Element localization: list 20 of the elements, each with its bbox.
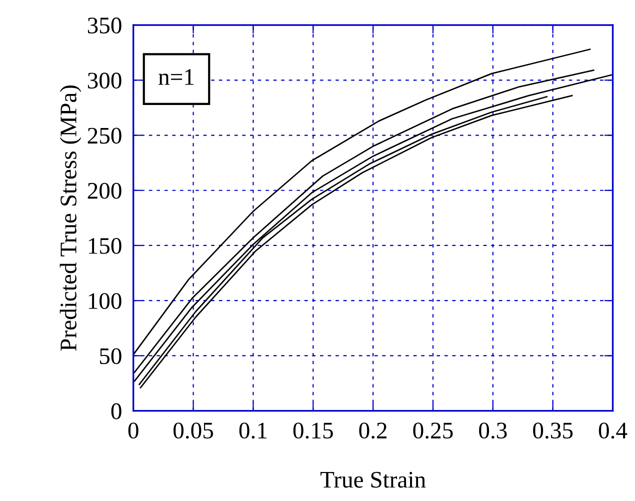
x-tick-label: 0.4	[598, 422, 628, 439]
x-tick-label: 0.2	[359, 422, 387, 439]
x-tick-label: 0.35	[533, 422, 573, 439]
x-tick-label: 0.05	[174, 422, 214, 439]
y-tick-label: 300	[88, 72, 122, 89]
x-tick-label: 0.3	[479, 422, 507, 439]
x-tick-label: 0	[128, 422, 138, 439]
y-tick-label: 150	[88, 238, 122, 254]
y-tick-label: 100	[88, 293, 122, 310]
y-tick-label: 250	[88, 128, 122, 144]
y-tick-label: 50	[100, 348, 122, 364]
x-axis-title: True Strain	[320, 472, 426, 488]
x-tick-label: 0.1	[239, 422, 267, 439]
x-tick-label: 0.15	[293, 422, 333, 439]
y-axis-title: Predicted True Stress (MPa)	[60, 86, 82, 351]
annotation: n=1	[158, 69, 194, 85]
x-tick-label: 0.25	[413, 422, 453, 439]
y-tick-label: 350	[88, 18, 122, 34]
y-tick-label: 200	[88, 182, 122, 199]
y-tick-label: 0	[111, 403, 122, 420]
